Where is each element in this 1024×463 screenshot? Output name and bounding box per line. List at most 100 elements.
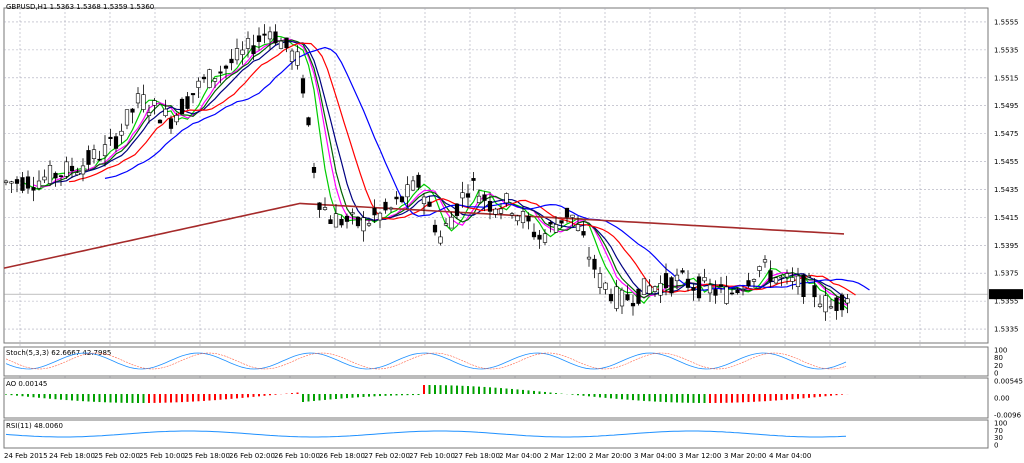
indicator-tick-label: 100 <box>994 420 1007 428</box>
candle-body <box>504 193 509 204</box>
candle-body <box>388 207 394 210</box>
y-tick-label: 1.5555 <box>994 18 1019 26</box>
candle-body <box>168 118 174 129</box>
candle-body <box>218 71 223 74</box>
candle-body <box>399 196 405 203</box>
candle-body <box>515 215 520 222</box>
candle-body <box>251 45 256 55</box>
main-panel-frame <box>3 7 989 344</box>
candle-body <box>801 274 806 298</box>
candle-body <box>531 231 537 238</box>
candle-body <box>317 202 322 210</box>
candle-body <box>691 287 696 291</box>
candle-body <box>31 187 36 191</box>
x-tick-label: 27 Feb 18:00 <box>454 452 500 460</box>
candle-body <box>36 180 42 189</box>
indicator-panel-frame <box>3 377 989 419</box>
axes: 1.5555 1.5535 1.5515 1.5495 1.5475 1.5455 1.54… <box>4 18 1023 460</box>
candle-body <box>383 201 388 211</box>
current-price-label: 1.5360 <box>992 291 1017 299</box>
candle-body <box>559 220 564 224</box>
candle-body <box>630 302 636 307</box>
candle-body <box>625 294 630 301</box>
candle-body <box>355 216 361 227</box>
candle-body <box>146 112 152 116</box>
candle-body <box>190 93 196 96</box>
y-tick-label: 1.5435 <box>994 186 1019 194</box>
candle-body <box>207 69 212 88</box>
candle-body <box>680 270 685 273</box>
candle-body <box>465 193 471 198</box>
x-tick-label: 26 Feb 02:00 <box>229 452 275 460</box>
candle-body <box>289 50 295 62</box>
candle-body <box>592 258 597 270</box>
candle-body <box>25 176 31 189</box>
candle-body <box>201 76 207 80</box>
candle-body <box>790 277 795 282</box>
candle-body <box>344 215 350 222</box>
candle-body <box>64 161 69 177</box>
candle-body <box>509 213 515 216</box>
candle-body <box>564 207 570 218</box>
candle-body <box>724 286 729 304</box>
x-tick-label: 24 Feb 2015 <box>4 452 48 460</box>
indicator-tick-label: 80 <box>994 354 1003 362</box>
y-tick-label: 1.5495 <box>994 102 1019 110</box>
candle-body <box>669 277 674 294</box>
y-tick-label: 1.5515 <box>994 74 1019 82</box>
candle-body <box>526 215 531 222</box>
indicator-header: RSI(11) 48.0060 <box>6 422 63 430</box>
indicator-tick-label: 0.00 <box>994 395 1010 403</box>
candle-body <box>328 219 333 224</box>
candle-body <box>493 208 498 215</box>
candle-body <box>102 144 108 157</box>
candle-body <box>405 184 410 198</box>
stoch-signal-line <box>5 352 847 370</box>
candle-body <box>647 285 652 294</box>
candle-body <box>537 234 542 240</box>
candle-body <box>784 273 790 278</box>
candle-body <box>152 100 157 106</box>
x-tick-label: 3 Mar 20:00 <box>724 452 766 460</box>
candle-body <box>42 176 47 181</box>
x-tick-label: 2 Mar 12:00 <box>544 452 586 460</box>
candle-body <box>482 194 487 201</box>
candle-body <box>229 58 234 64</box>
indicator-panel-frame <box>3 346 989 377</box>
indicator-tick-label: 0.00545 <box>994 378 1023 386</box>
candle-body <box>157 119 163 124</box>
indicator-tick-label: 0 <box>994 442 998 450</box>
candle-body <box>366 223 372 226</box>
candle-body <box>581 231 586 236</box>
candle-body <box>636 288 641 304</box>
y-tick-label: 1.5335 <box>994 326 1019 334</box>
candle-body <box>471 178 476 181</box>
indicator-tick-label: 20 <box>994 362 1003 370</box>
candle-body <box>377 212 383 221</box>
candle-body <box>80 165 86 175</box>
x-tick-label: 2 Mar 04:00 <box>499 452 541 460</box>
candle-body <box>762 259 768 263</box>
candle-body <box>223 65 229 69</box>
candle-body <box>443 223 449 226</box>
candle-body <box>75 172 80 176</box>
x-tick-label: 25 Feb 10:00 <box>139 452 185 460</box>
candle-body <box>361 217 366 232</box>
candle-body <box>740 289 746 291</box>
candle-body <box>575 224 581 231</box>
candle-body <box>113 136 119 149</box>
candle-body <box>20 177 25 191</box>
candle-body <box>3 180 9 183</box>
candle-body <box>696 276 702 299</box>
indicator-header: AO 0.00145 <box>6 380 47 388</box>
candle-body <box>163 108 168 116</box>
x-tick-label: 4 Mar 04:00 <box>769 452 811 460</box>
y-tick-label: 1.5535 <box>994 46 1019 54</box>
candle-body <box>256 35 262 42</box>
x-tick-label: 25 Feb 02:00 <box>94 452 140 460</box>
candle-body <box>300 78 306 94</box>
candle-body <box>735 289 740 294</box>
candle-body <box>174 115 179 123</box>
candle-body <box>438 236 443 244</box>
